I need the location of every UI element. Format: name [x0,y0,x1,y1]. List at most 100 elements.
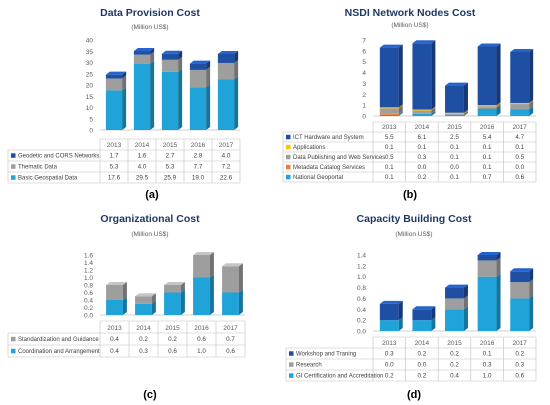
data-label: 1.6 [138,153,147,160]
legend-swatch [11,348,16,354]
bar-segment [379,107,399,109]
data-label: 0.1 [515,144,524,151]
bar-segment [477,107,497,109]
data-label: 0.1 [450,144,459,151]
y-tick-label: 0.4 [84,298,93,305]
data-label: 0.1 [385,164,394,171]
bar-segment-side [398,110,403,115]
bar-cap [164,282,185,285]
legend-entry: GI Certification and Accreditation [296,374,383,380]
bar-cap [161,50,183,54]
bar-segment-side [122,87,127,130]
chart-title: Organizational Cost [100,213,200,225]
legend-swatch [286,164,291,170]
bar-segment-side [238,263,243,293]
data-label: 0.5 [385,154,394,161]
bar-segment-side [209,252,214,278]
bar-segment [477,260,497,277]
bar-segment-side [398,300,403,321]
data-label: 0.4 [110,336,119,343]
bar-segment [412,109,432,111]
y-tick-label: 10 [86,105,94,112]
bar-segment-side [463,284,468,299]
data-label: 17.6 [108,175,121,182]
bar-segment-side [431,317,436,331]
x-tick-label: 2014 [136,325,151,332]
bar-segment-side [398,44,403,108]
bar-segment [222,266,239,293]
bar-segment [161,71,179,130]
bar-cap [379,44,403,48]
legend-swatch [286,154,291,160]
bar-cap [445,284,468,288]
bar-cap [510,268,534,272]
data-label: 4.0 [138,164,147,171]
data-label: 0.2 [450,351,459,358]
data-label: 7.7 [194,164,203,171]
data-label: 0.2 [450,362,459,369]
legend-swatch [11,175,16,180]
data-label: 5.3 [110,164,119,171]
data-label: 6.1 [418,134,427,141]
bar-segment [164,292,181,315]
bar-cap [193,252,214,255]
legend-entry: Basic Geospatial Data [18,176,78,182]
data-label: 0.6 [168,348,177,355]
chart-panel-b: NSDI Network Nodes Cost (Million US$) 0 1 2 3… [282,7,537,201]
bar-segment-side [529,106,534,116]
legend-swatch [286,174,291,180]
bar-segment-side [529,279,534,299]
bar-segment [379,47,399,108]
bar-segment [133,63,151,130]
bar-segment-side [151,293,156,304]
data-label: 5.4 [483,134,492,141]
x-tick-label: 2015 [165,325,180,332]
bar-segment [217,62,235,80]
legend-entry: Geodetic and CORS Networks [18,154,99,160]
bar-segment [379,108,399,114]
bar-cap [189,60,211,64]
bar-segment [193,277,210,315]
y-tick-label: 3 [362,81,366,88]
bar-cap [133,48,155,52]
bar-segment-side [496,105,501,116]
bar-segment [105,78,123,91]
x-tick-label: 2013 [382,340,397,347]
legend-entry: ICT Hardware and System [293,135,364,141]
bar-segment [379,320,399,331]
bar-segment-side [150,60,155,130]
bar-segment-side [431,306,436,321]
chart-subtitle: (Million US$) [131,231,168,238]
chart-panel-c: Organizational Cost(Million US$)0.00.20.… [7,213,246,401]
y-tick-label: 0.6 [84,290,93,297]
x-tick-label: 2017 [512,124,527,131]
data-label: 0.7 [483,174,492,181]
bar-segment [510,104,530,110]
y-tick-label: 35 [86,49,94,56]
data-label: 0.1 [450,154,459,161]
bar-segment [135,296,152,304]
bar-segment-side [496,273,501,331]
bar-cap [222,263,243,267]
bar-segment-side [529,99,534,105]
bar-segment-side [206,60,211,70]
bar-segment [135,303,152,315]
bar-segment-side [398,317,403,331]
bar-segment [412,113,432,116]
bar-segment-side [151,300,156,315]
legend-entry: National Geoportal [293,175,343,181]
bar-segment [133,51,151,55]
bar-segment [164,285,181,293]
panel-label: (d) [407,389,421,401]
bar-segment-side [463,111,468,116]
data-label: 0.6 [515,174,524,181]
x-tick-label: 2016 [480,340,495,347]
bar-segment-side [206,84,211,130]
bar-segment [193,255,210,278]
bar-segment-side [529,48,534,103]
chart-panel-d: Capacity Building Cost (Million US$) 0.0 0.… [285,213,537,401]
bar-segment [189,87,207,130]
data-label: 0.2 [515,351,524,358]
